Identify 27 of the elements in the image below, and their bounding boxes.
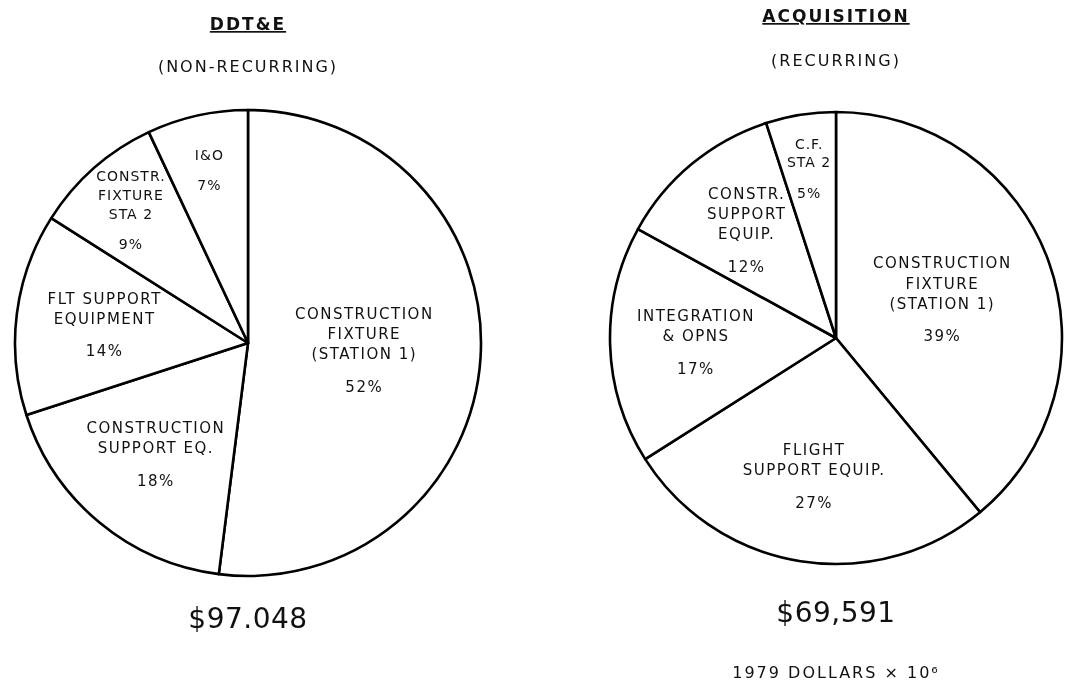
chart-subtitle: (NON-RECURRING) <box>157 57 339 76</box>
slice-label: INTEGRATION & OPNS <box>636 307 755 346</box>
data-label: 17% <box>677 359 715 378</box>
chart-subtitle: (RECURRING) <box>771 51 901 70</box>
data-label: 7% <box>197 177 222 194</box>
data-label: 27% <box>795 493 833 512</box>
data-label: 9% <box>118 235 143 252</box>
data-label: 39% <box>923 327 962 346</box>
data-label: 14% <box>85 342 124 361</box>
text: $97.048 <box>188 602 308 635</box>
text: $69,591 <box>776 596 896 629</box>
slice-label: CONSTR. FIXTURE STA 2 <box>96 167 166 222</box>
text: 1979 DOLLARS × 10⁶ <box>732 663 940 682</box>
data-label: 52% <box>345 377 384 396</box>
slice-label: FLT SUPPORT EQUIPMENT <box>47 289 162 328</box>
slice-label: CONSTRUCTION SUPPORT EQ. <box>86 419 226 458</box>
data-label: 5% <box>797 184 822 201</box>
chart-title: DDT&E <box>209 14 287 34</box>
slice-label: C.F. STA 2 <box>786 135 832 171</box>
slice-label: CONSTRUCTION FIXTURE (STATION 1) <box>872 254 1012 313</box>
slice-label: CONSTRUCTION FIXTURE (STATION 1) <box>294 304 434 364</box>
slice-label: I&O <box>194 146 224 163</box>
slice-label: CONSTR. SUPPORT EQUIP. <box>706 184 787 244</box>
slice-label: FLIGHT SUPPORT EQUIP. <box>742 441 886 480</box>
data-label: 18% <box>137 471 175 490</box>
chart-title: ACQUISITION <box>762 6 910 26</box>
data-label: 12% <box>727 257 766 276</box>
